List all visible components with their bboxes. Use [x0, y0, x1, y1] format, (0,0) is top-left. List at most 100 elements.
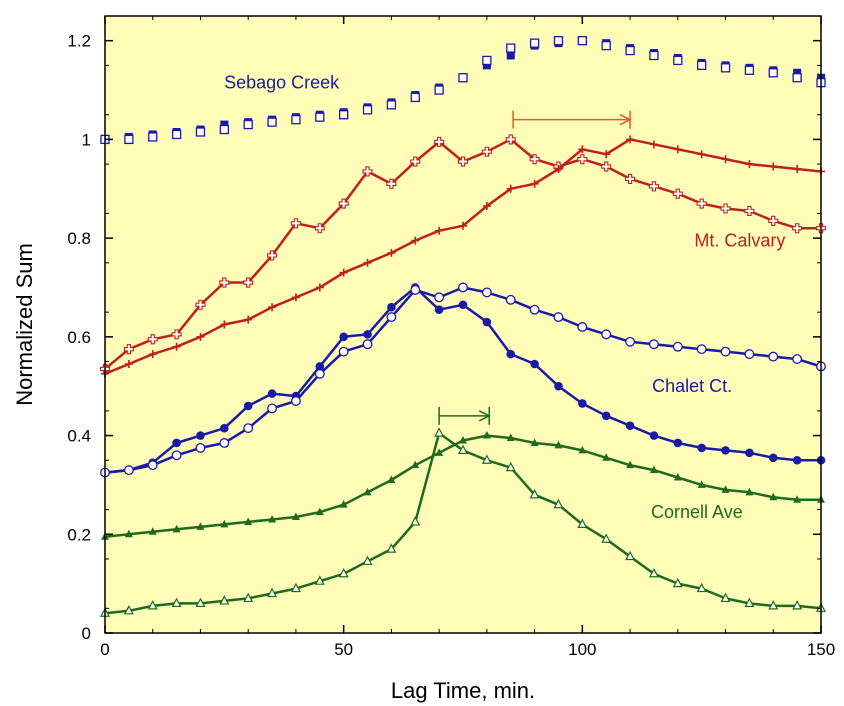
data-point: [292, 116, 300, 124]
data-point: [125, 135, 133, 143]
data-point: [387, 303, 396, 312]
data-point: [483, 318, 492, 327]
y-tick-label: 0.2: [67, 525, 91, 544]
data-point: [339, 347, 348, 356]
y-axis-title: Normalized Sum: [12, 243, 37, 406]
data-point: [387, 101, 395, 109]
data-point: [745, 449, 754, 458]
data-point: [530, 305, 539, 314]
data-point: [339, 333, 348, 342]
data-point: [172, 439, 181, 448]
data-point: [674, 439, 683, 448]
data-point: [531, 39, 539, 47]
data-point: [435, 305, 444, 314]
data-point: [506, 350, 515, 359]
data-point: [650, 431, 659, 440]
data-point: [459, 283, 468, 292]
x-tick-label: 150: [807, 640, 835, 659]
data-point: [674, 56, 682, 64]
series-label: Sebago Creek: [224, 73, 340, 93]
data-point: [698, 61, 706, 69]
data-point: [769, 352, 778, 361]
data-point: [745, 350, 754, 359]
data-point: [554, 37, 562, 45]
data-point: [578, 399, 587, 408]
data-point: [721, 347, 730, 356]
data-point: [697, 444, 706, 453]
data-point: [244, 121, 252, 129]
data-point: [793, 355, 802, 364]
data-point: [148, 461, 157, 470]
data-point: [602, 42, 610, 50]
data-point: [411, 286, 420, 295]
data-point: [196, 128, 204, 136]
data-point: [674, 342, 683, 351]
data-point: [459, 74, 467, 82]
data-point: [196, 444, 205, 453]
data-point: [602, 412, 611, 421]
data-point: [268, 118, 276, 126]
data-point: [554, 382, 563, 391]
x-axis-title: Lag Time, min.: [391, 678, 535, 703]
y-tick-label: 0: [82, 624, 91, 643]
data-point: [578, 37, 586, 45]
data-point: [506, 296, 515, 305]
data-point: [578, 323, 587, 332]
data-point: [173, 130, 181, 138]
data-point: [220, 126, 228, 134]
data-point: [364, 106, 372, 114]
data-point: [459, 300, 468, 309]
data-point: [316, 370, 325, 379]
data-point: [626, 47, 634, 55]
data-point: [363, 340, 372, 349]
y-tick-label: 0.4: [67, 427, 91, 446]
data-point: [769, 69, 777, 77]
x-tick-label: 50: [334, 640, 353, 659]
data-point: [220, 439, 229, 448]
data-point: [530, 360, 539, 369]
data-point: [172, 451, 181, 460]
series-label: Mt. Calvary: [694, 231, 785, 251]
data-point: [721, 446, 730, 455]
data-point: [793, 74, 801, 82]
data-point: [769, 453, 778, 462]
data-point: [626, 421, 635, 430]
data-point: [316, 113, 324, 121]
y-tick-label: 1.2: [67, 32, 91, 51]
data-point: [697, 345, 706, 354]
data-point: [722, 64, 730, 72]
data-point: [125, 466, 134, 475]
series-label: Chalet Ct.: [652, 376, 732, 396]
data-point: [196, 431, 205, 440]
data-point: [483, 288, 492, 297]
plot-area: [105, 16, 821, 633]
x-tick-label: 100: [568, 640, 596, 659]
series-label: Cornell Ave: [651, 502, 743, 522]
data-point: [554, 313, 563, 322]
data-point: [483, 56, 491, 64]
data-point: [650, 51, 658, 59]
data-point: [435, 293, 444, 302]
y-tick-label: 0.8: [67, 229, 91, 248]
data-point: [292, 397, 301, 406]
data-point: [602, 330, 611, 339]
data-point: [745, 66, 753, 74]
data-point: [507, 44, 515, 52]
data-point: [793, 456, 802, 465]
data-point: [149, 133, 157, 141]
data-point: [435, 86, 443, 94]
data-point: [411, 93, 419, 101]
data-point: [650, 340, 659, 349]
data-point: [626, 337, 635, 346]
data-point: [340, 111, 348, 119]
data-point: [268, 389, 277, 398]
data-point: [244, 402, 253, 411]
data-point: [244, 424, 253, 433]
data-point: [268, 404, 277, 413]
x-tick-label: 0: [100, 640, 109, 659]
data-point: [220, 424, 229, 433]
data-point: [363, 330, 372, 339]
y-tick-label: 0.6: [67, 328, 91, 347]
data-point: [387, 313, 396, 322]
